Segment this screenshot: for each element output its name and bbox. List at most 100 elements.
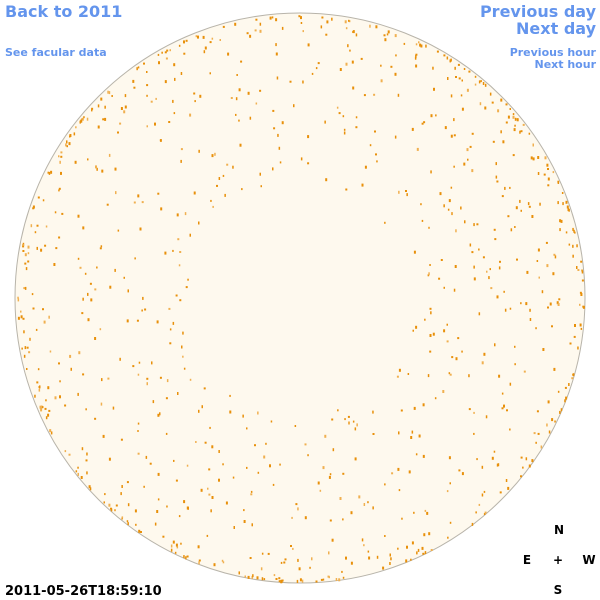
facular-speck xyxy=(557,390,560,393)
facular-speck xyxy=(27,245,30,249)
facular-speck xyxy=(546,423,548,427)
facular-speck xyxy=(576,266,578,269)
facular-speck xyxy=(34,231,37,234)
facular-speck xyxy=(405,190,407,192)
facular-speck xyxy=(579,291,582,294)
facular-speck xyxy=(537,248,540,252)
facular-speck xyxy=(86,117,89,121)
facular-speck xyxy=(302,80,304,84)
facular-speck xyxy=(157,498,160,501)
facular-speck xyxy=(533,432,536,435)
facular-speck xyxy=(246,427,248,430)
facular-data-link[interactable]: See facular data xyxy=(5,46,107,59)
facular-speck xyxy=(484,83,487,87)
facular-speck xyxy=(182,355,184,358)
facular-speck xyxy=(491,101,494,104)
facular-speck xyxy=(560,219,563,223)
facular-speck xyxy=(422,454,425,458)
facular-speck xyxy=(91,109,93,112)
facular-speck xyxy=(461,107,464,111)
facular-speck xyxy=(168,307,171,310)
facular-speck xyxy=(481,465,484,469)
facular-speck xyxy=(101,378,103,382)
facular-speck xyxy=(427,374,430,378)
facular-speck xyxy=(183,500,186,504)
facular-speck xyxy=(81,312,84,315)
facular-speck xyxy=(394,135,397,139)
facular-speck xyxy=(429,350,432,353)
facular-speck xyxy=(183,40,185,44)
facular-speck xyxy=(24,286,27,290)
facular-speck xyxy=(138,529,141,533)
facular-speck xyxy=(96,167,98,171)
facular-speck xyxy=(166,379,169,383)
facular-speck xyxy=(453,134,456,137)
facular-speck xyxy=(121,517,123,520)
facular-speck xyxy=(448,372,451,375)
facular-speck xyxy=(154,522,157,526)
facular-speck xyxy=(157,472,160,476)
facular-speck xyxy=(483,352,486,356)
facular-speck xyxy=(294,425,297,427)
facular-speck xyxy=(471,169,474,173)
facular-speck xyxy=(380,79,383,83)
facular-speck xyxy=(384,38,387,42)
facular-speck xyxy=(107,90,109,94)
facular-speck xyxy=(344,418,346,421)
facular-speck xyxy=(429,264,431,266)
facular-speck xyxy=(278,580,281,583)
facular-speck xyxy=(178,515,181,518)
facular-speck xyxy=(224,193,226,197)
facular-speck xyxy=(411,541,414,545)
facular-speck xyxy=(189,113,192,117)
facular-speck xyxy=(428,532,431,536)
facular-speck xyxy=(509,108,511,110)
next-day-link[interactable]: Next day xyxy=(516,19,597,38)
facular-speck xyxy=(512,113,515,116)
facular-speck xyxy=(384,221,386,224)
facular-speck xyxy=(82,297,84,301)
facular-speck xyxy=(478,80,481,84)
next-hour-link[interactable]: Next hour xyxy=(535,58,597,71)
facular-speck xyxy=(158,61,160,65)
facular-speck xyxy=(367,550,370,553)
facular-speck xyxy=(45,399,47,402)
facular-speck xyxy=(480,80,482,83)
facular-speck xyxy=(498,266,501,270)
facular-speck xyxy=(226,163,229,166)
facular-speck xyxy=(553,253,556,256)
facular-speck xyxy=(87,292,89,296)
facular-speck xyxy=(139,227,142,231)
facular-speck xyxy=(545,241,548,244)
facular-speck xyxy=(256,576,259,580)
facular-speck xyxy=(492,140,495,143)
facular-speck xyxy=(307,162,310,165)
facular-speck xyxy=(201,405,203,409)
facular-speck xyxy=(126,481,129,484)
facular-speck xyxy=(175,543,178,547)
facular-speck xyxy=(100,402,103,406)
facular-speck xyxy=(461,79,463,82)
facular-speck xyxy=(235,113,237,116)
facular-speck xyxy=(64,450,67,453)
facular-speck xyxy=(49,350,52,353)
facular-speck xyxy=(146,382,148,386)
facular-speck xyxy=(104,105,106,109)
facular-speck xyxy=(384,535,386,537)
facular-speck xyxy=(24,346,27,350)
facular-speck xyxy=(45,225,48,228)
facular-speck xyxy=(363,544,365,547)
facular-speck xyxy=(361,183,364,187)
facular-speck xyxy=(447,208,450,211)
facular-speck xyxy=(513,128,516,132)
facular-speck xyxy=(136,319,139,322)
previous-hour-link[interactable]: Previous hour xyxy=(510,46,597,59)
back-year-link[interactable]: Back to 2011 xyxy=(5,2,122,21)
facular-speck xyxy=(77,257,80,260)
facular-speck xyxy=(35,328,38,331)
facular-speck xyxy=(166,505,168,508)
facular-speck xyxy=(415,325,418,329)
facular-speck xyxy=(187,278,189,281)
previous-day-link[interactable]: Previous day xyxy=(480,2,597,21)
facular-speck xyxy=(154,122,156,126)
